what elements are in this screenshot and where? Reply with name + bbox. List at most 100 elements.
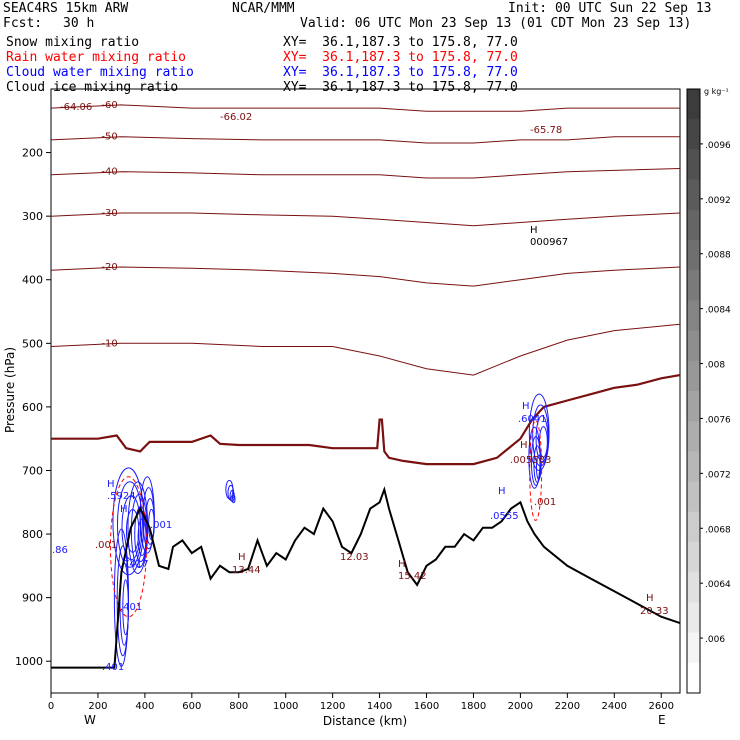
cloud-water-contour <box>535 415 549 463</box>
y-axis-label: Pressure (hPa) <box>3 347 17 433</box>
forecast-value: 30 h <box>63 16 95 31</box>
colorbar-segment <box>687 421 700 452</box>
chart-annotation: 15.42 <box>398 571 427 582</box>
chart-annotation: H <box>646 593 654 604</box>
x-tick-label: 1200 <box>320 701 345 712</box>
colorbar-tick-label: .006 <box>705 635 725 645</box>
colorbar-segment <box>687 602 700 634</box>
valid-time: Valid: 06 UTC Mon 23 Sep 13 (01 CDT Mon … <box>300 16 692 31</box>
y-tick-label: 200 <box>22 147 43 160</box>
chart-annotation: .5924 <box>107 491 136 502</box>
x-tick-label: 2400 <box>602 701 627 712</box>
isotherm-layer: -60 -50 -40 -30 -20 -10 <box>50 100 681 466</box>
x-tick-label: 2200 <box>555 701 580 712</box>
field-xy-rain: XY= 36.1,187.3 to 175.8, 77.0 <box>283 50 518 65</box>
colorbar-segment <box>687 89 700 120</box>
y-tick-label: 800 <box>22 528 43 541</box>
chart-annotation: H <box>120 504 128 515</box>
forecast-label: Fcst: <box>3 16 43 31</box>
cloud-water-contour <box>127 481 149 574</box>
init-time: Init: 00 UTC Sun 22 Sep 13 <box>508 1 712 16</box>
annotation-layer: -64.06-66.02-65.78H000967H.6041H.005583H… <box>52 102 669 673</box>
chart-annotation: .001 <box>150 520 172 531</box>
y-tick-label: 1000 <box>15 655 43 668</box>
chart-annotation: H <box>238 552 246 563</box>
x-axis-end-west: W <box>84 713 96 727</box>
chart-annotation: H <box>522 401 530 412</box>
terrain-line <box>51 486 681 669</box>
terrain-layer <box>51 486 681 669</box>
x-tick-label: 1800 <box>461 701 486 712</box>
x-tick-label: 400 <box>135 701 154 712</box>
colorbar-segment <box>687 209 700 241</box>
chart-annotation: -66.02 <box>220 112 252 123</box>
x-tick-label: 1400 <box>367 701 392 712</box>
colorbar-tick-label: .0088 <box>705 251 731 261</box>
colorbar-unit: g kg⁻¹ <box>704 87 729 96</box>
isotherm-label: -50 <box>101 132 117 143</box>
chart-annotation: -65.78 <box>530 125 562 136</box>
chart-annotation: .86 <box>52 545 68 556</box>
colorbar-tick-label: .0072 <box>705 470 731 480</box>
colorbar-tick-label: .0096 <box>705 141 731 151</box>
y-tick-label: 500 <box>22 337 43 350</box>
x-tick-label: 2600 <box>648 701 673 712</box>
chart-annotation: H <box>498 486 506 497</box>
chart-annotation: .401 <box>120 602 142 613</box>
cloud-water-contour <box>231 494 236 504</box>
x-tick-label: 1000 <box>273 701 298 712</box>
colorbar-segment <box>687 542 700 573</box>
colorbar-segment <box>687 119 700 150</box>
colorbar-tick-label: .0092 <box>705 196 731 206</box>
isotherm-line <box>50 136 680 144</box>
rain-water-contour <box>529 419 543 521</box>
colorbar-segment <box>687 632 700 664</box>
x-tick-label: 2000 <box>508 701 533 712</box>
colorbar-segment <box>687 572 700 603</box>
isotherm-line <box>50 168 681 179</box>
colorbar-segment <box>687 240 700 271</box>
y-tick-label: 900 <box>22 592 43 605</box>
x-tick-label: 200 <box>88 701 107 712</box>
rain-water-contour <box>109 476 147 618</box>
colorbar-segment <box>687 511 700 543</box>
field-xy-cloud-ice: XY= 36.1,187.3 to 175.8, 77.0 <box>283 80 518 95</box>
x-tick-label: 800 <box>229 701 248 712</box>
x-tick-label: 1600 <box>414 701 439 712</box>
chart-annotation: .005583 <box>510 455 551 466</box>
colorbar-tick-label: .0068 <box>705 525 731 535</box>
colorbar-tick-label: .008 <box>705 361 725 371</box>
chart-annotation: 20.33 <box>640 606 669 617</box>
chart-annotation: -64.06 <box>60 102 92 113</box>
x-tick-label: 600 <box>182 701 201 712</box>
colorbar-segment <box>687 451 700 483</box>
y-tick-label: 400 <box>22 274 43 287</box>
y-tick-label: 300 <box>22 210 43 223</box>
chart-annotation: H <box>107 479 115 490</box>
cloud-water-layer <box>109 393 550 667</box>
isotherm-label: -30 <box>101 208 117 219</box>
x-axis-end-east: E <box>658 713 666 727</box>
colorbar-segment <box>687 360 700 392</box>
isotherm-label: -10 <box>101 338 117 349</box>
colorbar-segment <box>687 330 700 362</box>
colorbar: .0096 .0092 .0088 .0084 .008 .0076 .0072 .0068.… <box>686 88 731 694</box>
field-xy-cloud-water: XY= 36.1,187.3 to 175.8, 77.0 <box>283 65 518 80</box>
cloud-water-contour <box>122 579 129 636</box>
chart-annotation: H <box>530 225 538 236</box>
field-label-snow: Snow mixing ratio <box>6 35 140 50</box>
chart-annotation: 12.03 <box>340 552 369 563</box>
isotherm-label: -20 <box>101 262 117 273</box>
y-tick-label: 700 <box>22 464 43 477</box>
x-axis-label: Distance (km) <box>323 714 407 728</box>
isotherm-line <box>50 104 680 112</box>
freezing-level-line <box>51 374 681 466</box>
chart-annotation: .7417 <box>120 559 149 570</box>
axes-layer: 0 200 400 600 800 1000 1200 1400 1600 1800 2000 220… <box>15 147 674 712</box>
field-label-cloud-ice: Cloud ice mixing ratio <box>6 80 179 95</box>
isotherm-line <box>50 266 681 287</box>
field-xy-snow: XY= 36.1,187.3 to 175.8, 77.0 <box>283 35 518 50</box>
org-label: NCAR/MMM <box>232 1 295 16</box>
chart-annotation: H <box>520 440 528 451</box>
